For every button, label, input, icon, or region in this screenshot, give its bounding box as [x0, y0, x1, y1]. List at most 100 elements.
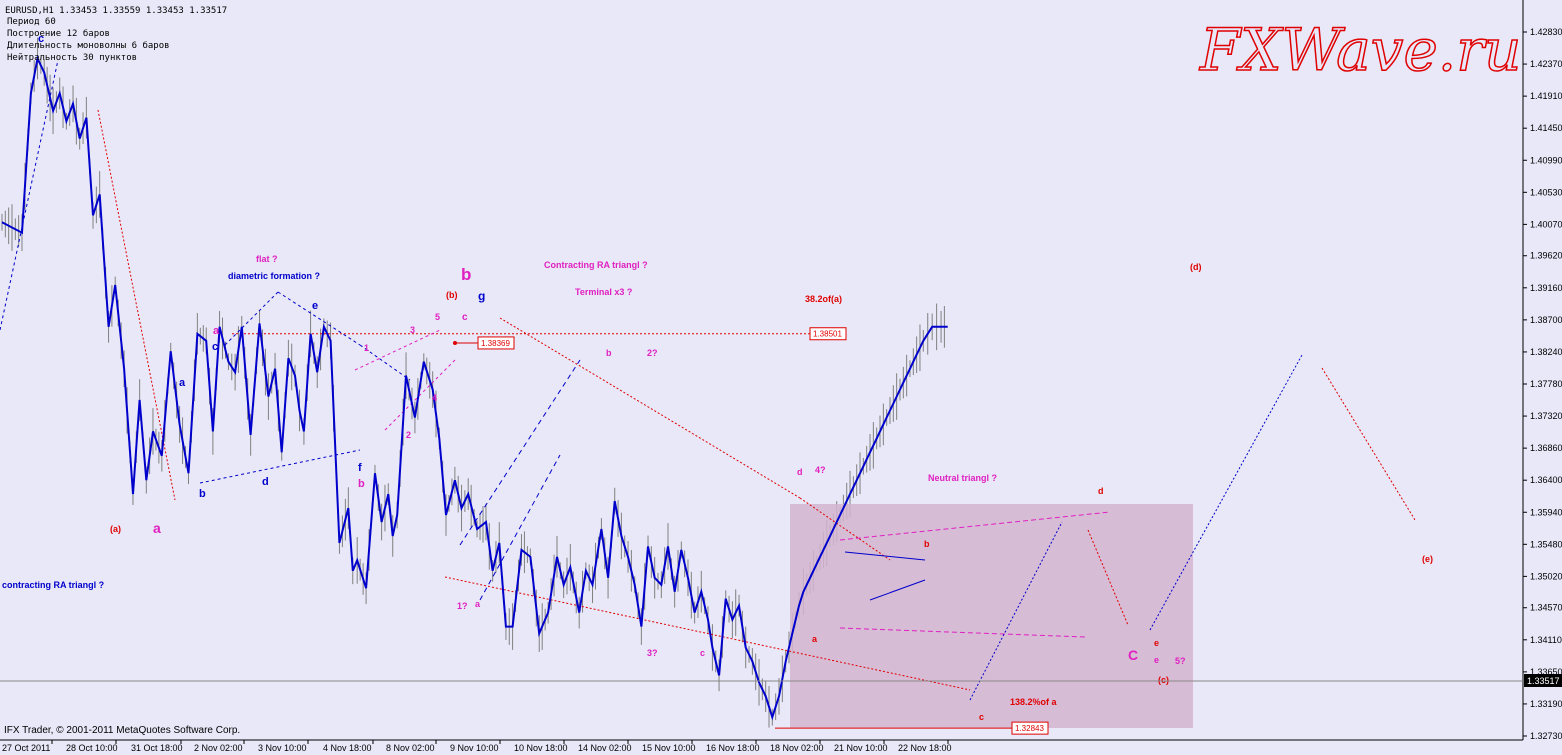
period-line: Период 60: [7, 17, 56, 27]
price-tick-label: 1.39160: [1530, 283, 1562, 293]
channel-line: [354, 329, 441, 371]
neutrality-line: Нейтральность 30 пунктов: [7, 53, 137, 63]
wave-label: 5: [435, 312, 440, 322]
time-tick-label: 9 Nov 10:00: [450, 743, 499, 753]
wave-label: 3: [410, 325, 415, 335]
wave-label: c: [212, 341, 218, 353]
time-axis: 27 Oct 2011 28 Oct 10:00 31 Oct 18:00 2 Nov…: [0, 739, 1523, 753]
wave-label: e: [312, 300, 318, 312]
projection-line: [969, 521, 1063, 701]
price-tick-label: 1.37320: [1530, 411, 1562, 421]
level-box: [477, 336, 515, 350]
wave-label: a: [812, 634, 818, 644]
build-line: Построение 12 баров: [7, 28, 110, 39]
wave-label: diametric formation ?: [228, 271, 320, 281]
wave-label: (e): [1422, 554, 1433, 564]
channel-line: [459, 359, 581, 546]
triangle-line: [844, 551, 926, 561]
level-label: 1.38501: [813, 330, 842, 339]
wave-label: c: [462, 312, 468, 323]
wave-label: g: [478, 289, 485, 303]
price-tick-label: 1.37780: [1530, 379, 1562, 389]
time-tick-label: 8 Nov 02:00: [386, 743, 435, 753]
wave-label: 2?: [647, 348, 658, 358]
triangle-line: [839, 627, 1086, 638]
price-tick-label: 1.34110: [1530, 635, 1562, 645]
wave-line: [1, 55, 948, 721]
wave-label: a: [179, 377, 186, 389]
time-tick-label: 14 Nov 02:00: [578, 743, 632, 753]
wave-label: b: [199, 488, 206, 500]
time-tick-label: 10 Nov 18:00: [514, 743, 568, 753]
wave-label: a: [475, 599, 481, 609]
time-tick-label: 27 Oct 2011: [2, 743, 50, 753]
wave-label: 1?: [457, 601, 468, 611]
wave-label: (b): [446, 290, 458, 300]
trend-line: [0, 59, 59, 331]
triangle-line: [839, 511, 1111, 541]
time-tick-label: 21 Nov 10:00: [834, 743, 888, 753]
price-tick-label: 1.35940: [1530, 507, 1562, 517]
price-tick-label: 1.40070: [1530, 219, 1562, 229]
projection-line: [1321, 367, 1416, 521]
wave-label: c: [700, 648, 705, 658]
price-series: [1, 55, 948, 721]
projection-line: [1149, 354, 1303, 631]
wave-label: 4?: [815, 465, 826, 475]
price-tick-label: 1.33650: [1530, 667, 1562, 677]
wave-label: 138.2%of a: [1010, 697, 1058, 707]
wave-label: b: [358, 478, 365, 490]
price-tick-label: 1.41450: [1530, 123, 1562, 133]
duration-line: Длительность моноволны 6 баров: [7, 40, 170, 51]
wave-label: d: [797, 467, 803, 477]
channel-line: [359, 344, 411, 381]
channel-line: [277, 291, 361, 346]
wave-label: c: [38, 33, 44, 45]
price-tick-label: 1.35020: [1530, 571, 1562, 581]
price-tick-label: 1.36860: [1530, 443, 1562, 453]
wave-label: Terminal x3 ?: [575, 287, 632, 297]
wave-label: (d): [1190, 262, 1202, 272]
price-tick-label: 1.33190: [1530, 699, 1562, 709]
wave-label: flat ?: [256, 254, 278, 264]
price-tick-label: 1.40990: [1530, 155, 1562, 165]
triangle-line: [869, 579, 926, 601]
price-tick-label: 1.36400: [1530, 475, 1562, 485]
level-label: 1.32843: [1015, 724, 1044, 733]
channel-line: [224, 291, 279, 346]
time-tick-label: 28 Oct 10:00: [66, 743, 118, 753]
projection-line: [1087, 529, 1129, 626]
wave-label: a: [213, 325, 220, 337]
wave-label: (c): [1158, 675, 1169, 685]
wave-label: b: [924, 539, 930, 549]
wave-label: C: [1128, 647, 1138, 663]
neutral-triangle-zone: [790, 504, 1193, 728]
price-tick-label: 1.40530: [1530, 187, 1562, 197]
price-tick-label: 1.32730: [1530, 731, 1562, 741]
wave-label: 4: [432, 393, 437, 403]
level-marker: [453, 340, 457, 345]
price-tick-label: 1.41910: [1530, 91, 1562, 101]
level-label: 1.38369: [481, 339, 510, 348]
copyright-text: IFX Trader, © 2001-2011 MetaQuotes Softw…: [4, 725, 240, 736]
trend-line: [444, 576, 971, 691]
symbol-line: EURUSD,H1 1.33453 1.33559 1.33453 1.3351…: [5, 6, 227, 16]
wave-label: e: [1154, 655, 1159, 665]
wave-label: e: [1154, 638, 1159, 648]
time-tick-label: 31 Oct 18:00: [131, 743, 183, 753]
wave-label: 38.2of(a): [805, 294, 842, 304]
time-tick-label: 16 Nov 18:00: [706, 743, 760, 753]
time-tick-label: 3 Nov 10:00: [258, 743, 307, 753]
wave-label: Neutral triangl ?: [928, 473, 997, 483]
price-axis: 1.42830 1.42370 1.41910 1.41450 1.40990 1.405…: [1523, 27, 1562, 741]
time-tick-label: 2 Nov 02:00: [194, 743, 243, 753]
wave-label: b: [461, 265, 471, 284]
wave-label: a: [153, 520, 161, 536]
wave-label: b: [606, 348, 612, 358]
wave-label: 2: [406, 430, 411, 440]
price-tick-label: 1.35480: [1530, 539, 1562, 549]
time-tick-label: 22 Nov 18:00: [898, 743, 952, 753]
